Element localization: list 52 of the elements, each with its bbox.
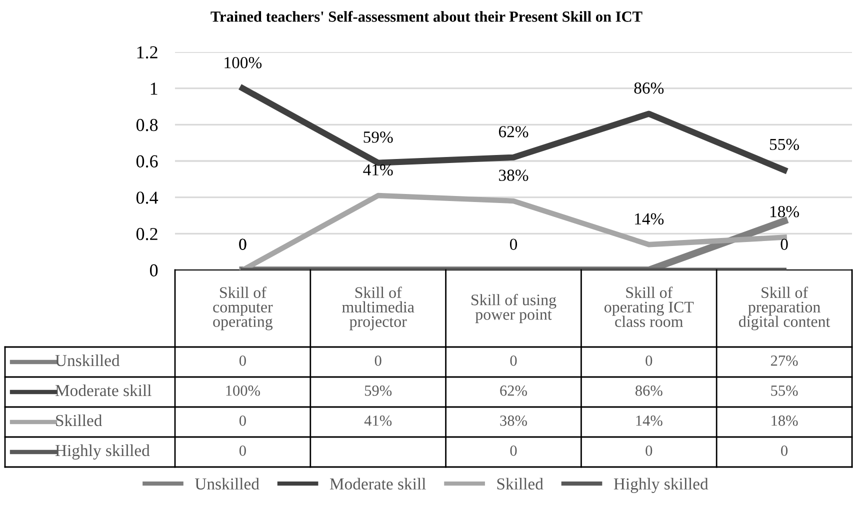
text: 14% (635, 213, 664, 225)
data-label: 0 (510, 356, 517, 366)
text: Skilled (497, 478, 544, 490)
text: Unskilled (195, 478, 260, 490)
data-label: 41% (364, 416, 392, 426)
data-label: 38% (500, 416, 527, 426)
data-label: 62% (500, 386, 527, 396)
data-label: 0 (646, 356, 652, 366)
text: 62% (498, 126, 528, 138)
data-label: 0 (374, 356, 382, 366)
text: 86% (634, 82, 664, 94)
text: 41% (363, 164, 393, 176)
text: 100% (224, 57, 262, 68)
y-tick-label: 0.6 (136, 155, 158, 168)
x-tick-label: Skill of computer operating (213, 286, 273, 330)
text: 55% (770, 138, 800, 150)
y-tick-label: 0 (150, 264, 158, 276)
text: 18% (770, 206, 800, 218)
text: 0 (510, 238, 518, 250)
data-label: 0 (239, 356, 246, 366)
x-tick-label: Skill of operating ICT class room (604, 286, 694, 328)
x-tick-label: Skill of multimedia projector (342, 286, 414, 330)
data-label: 100% (226, 386, 260, 396)
data-label: 14% (636, 416, 662, 426)
y-tick-label: 1 (150, 82, 158, 95)
data-label: 0 (646, 446, 652, 456)
data-label: 0 (781, 446, 788, 456)
text: Moderate skill (330, 478, 426, 490)
data-label: 59% (364, 386, 392, 396)
legend-label: Highly skilled (55, 444, 150, 460)
data-label: 27% (770, 356, 798, 366)
x-tick-label: Skill of using power point (472, 294, 556, 324)
text: 59% (364, 132, 393, 143)
y-tick-label: 0.4 (136, 192, 158, 204)
data-label: 0 (510, 446, 517, 456)
legend-label: Moderate skill (55, 384, 152, 396)
y-tick-label: 1.2 (137, 46, 158, 59)
chart-title: Trained teachers' Self-assessment about their Present Skill on ICT (210, 10, 642, 22)
data-label: 0 (239, 416, 246, 426)
data-label: 55% (771, 386, 798, 396)
data-label: 18% (772, 416, 798, 426)
x-tick-label: Skill of preparation digital content (738, 286, 830, 330)
text: Highly skilled (614, 478, 708, 493)
legend-label: Skilled (56, 414, 102, 426)
legend-label: Unskilled (55, 354, 120, 366)
text: 0 (780, 238, 788, 250)
y-tick-label: 0.8 (136, 118, 158, 132)
text: 38% (499, 170, 528, 181)
text: 0 (239, 238, 246, 250)
data-label: 0 (239, 446, 246, 456)
data-label: 86% (635, 386, 662, 396)
y-tick-label: 0.2 (136, 228, 158, 240)
